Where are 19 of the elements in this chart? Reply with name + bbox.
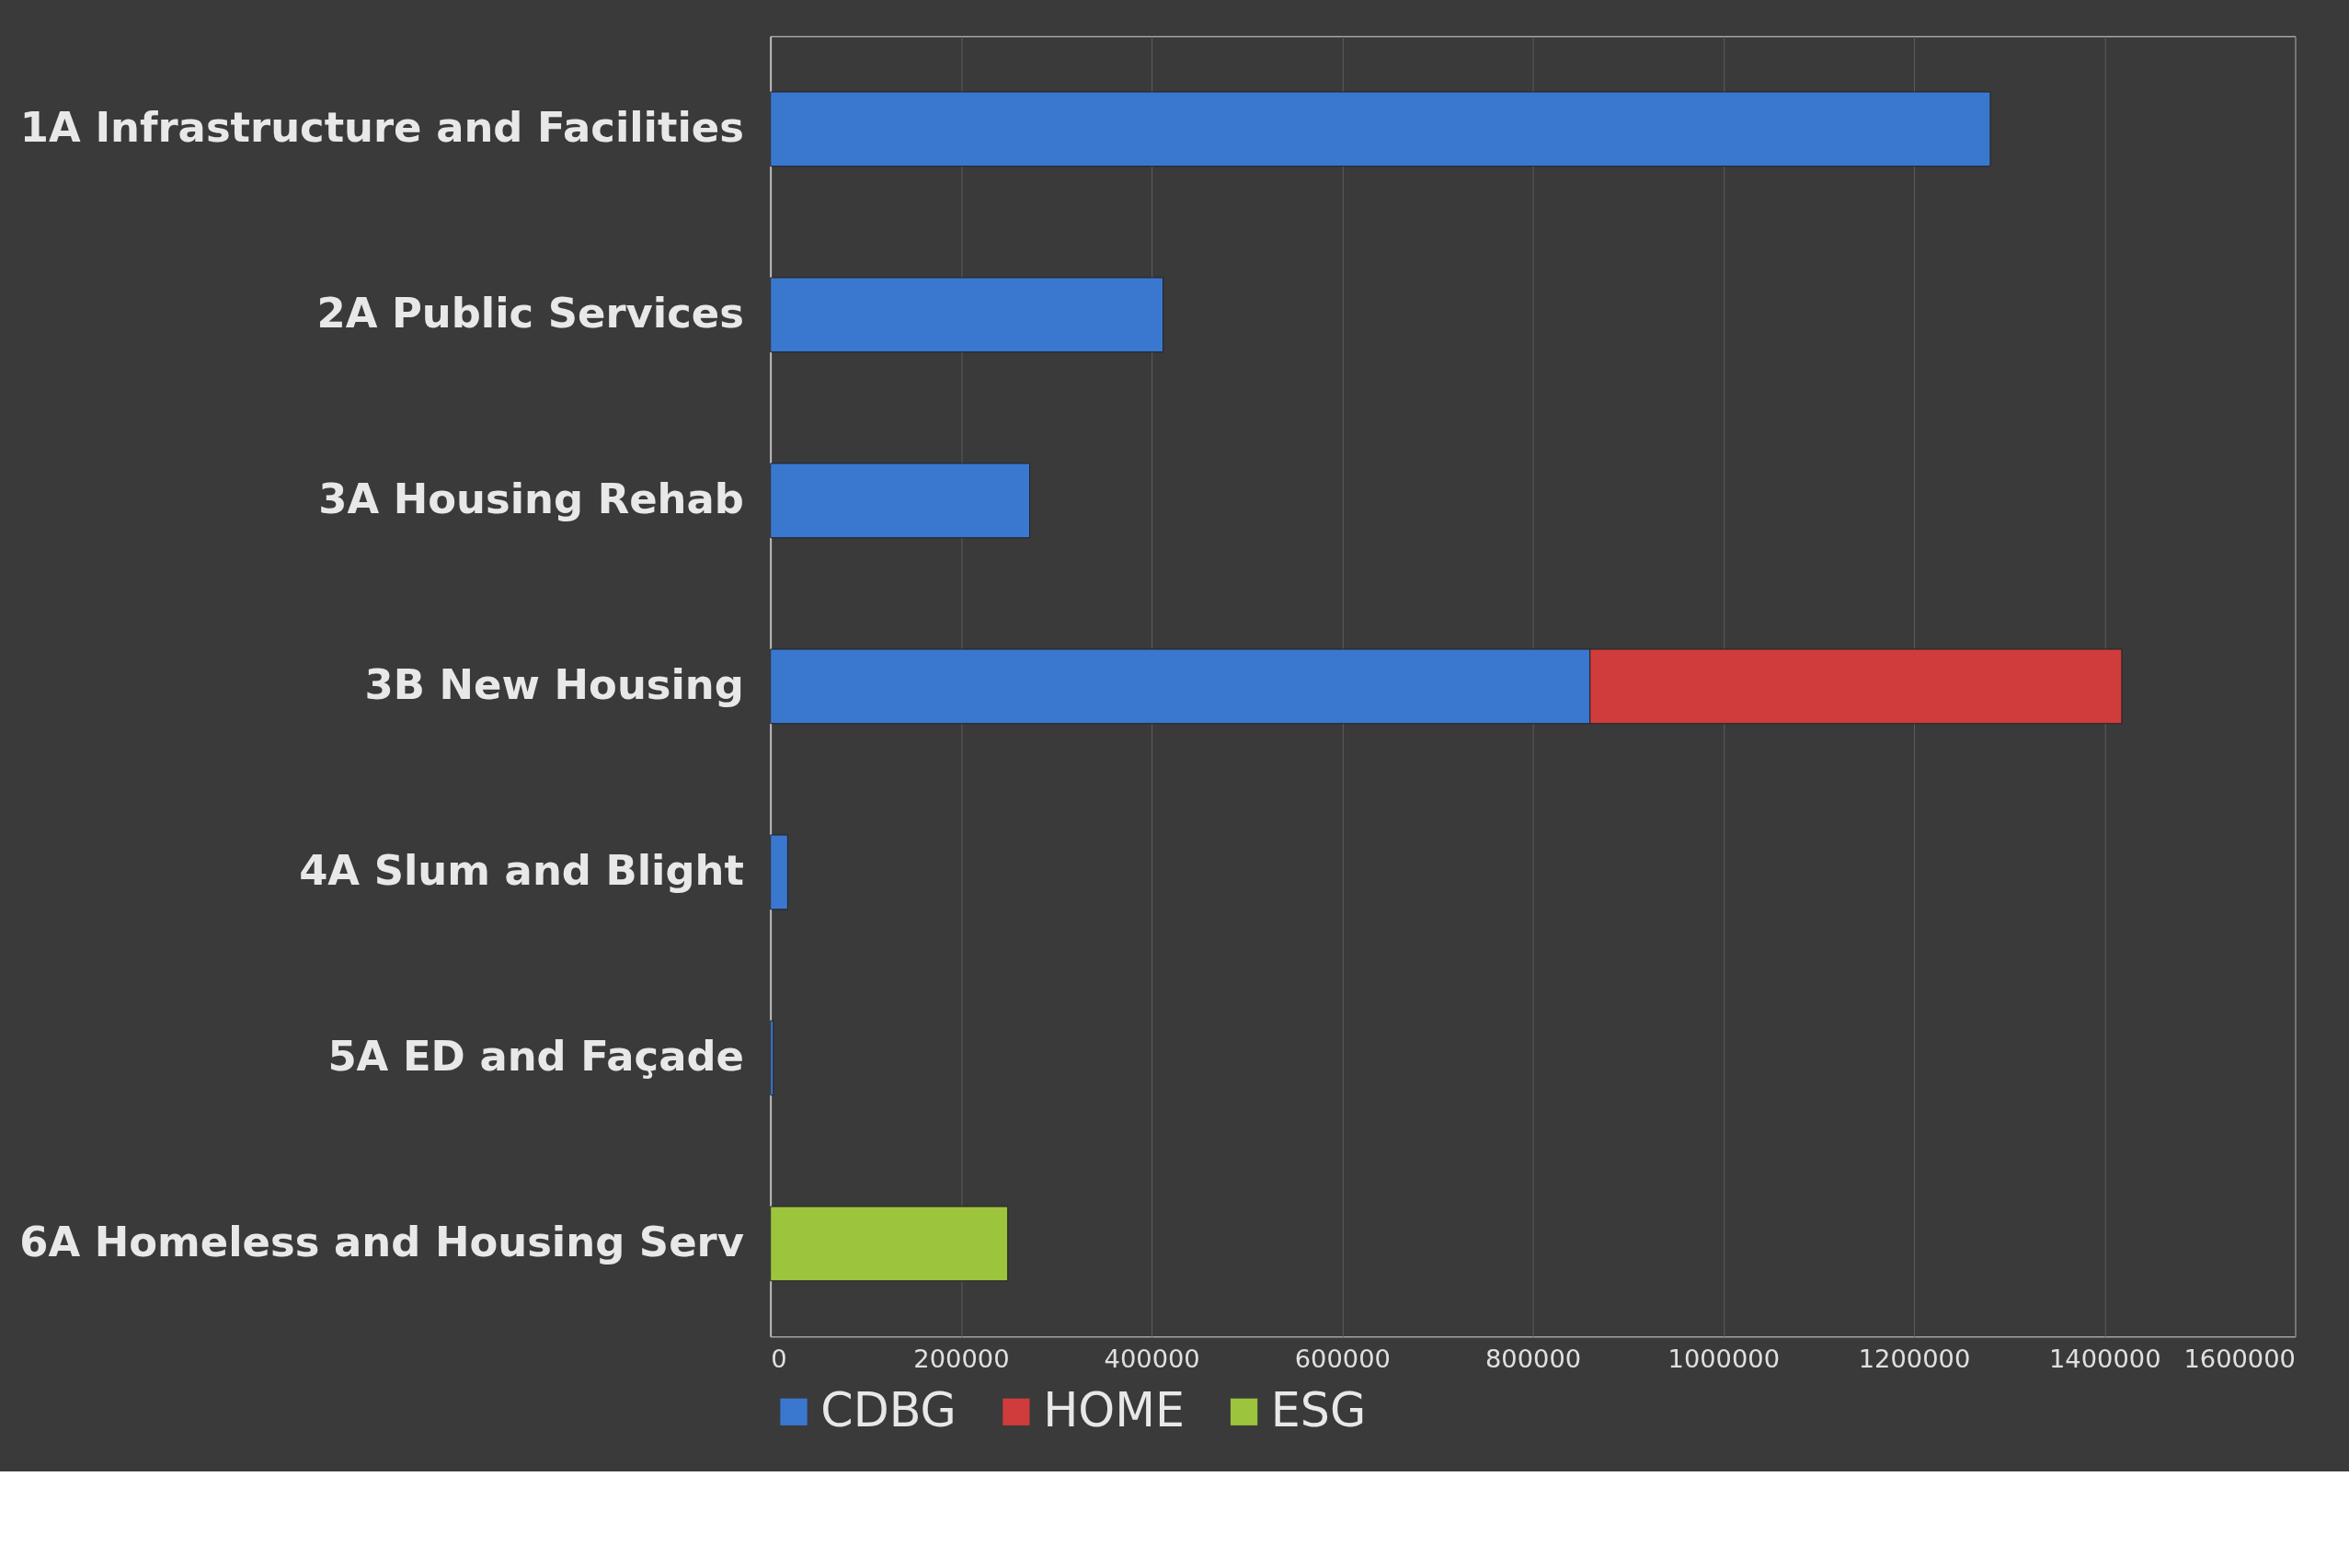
x-tick-label: 200000	[913, 1345, 1010, 1374]
x-tick-label: 400000	[1104, 1345, 1200, 1374]
x-tick-label: 1600000	[2183, 1345, 2296, 1374]
x-tick-label: 800000	[1484, 1345, 1582, 1374]
legend-label: HOME	[1043, 1382, 1185, 1437]
x-tick-label: 600000	[1294, 1345, 1391, 1374]
x-tick-label: 1000000	[1667, 1345, 1781, 1374]
y-tick-label: 5A ED and Façade	[327, 1032, 744, 1082]
y-tick-label: 1A Infrastructure and Facilities	[19, 103, 744, 153]
y-tick-label: 2A Public Services	[316, 289, 744, 338]
y-tick-label: 3B New Housing	[364, 660, 744, 710]
y-tick-label: 4A Slum and Blight	[299, 846, 744, 896]
x-tick-label: 1200000	[1858, 1345, 1971, 1374]
legend-label: ESG	[1270, 1382, 1367, 1437]
x-tick-label: 1400000	[2048, 1345, 2161, 1374]
y-tick-label: 6A Homeless and Housing Serv	[19, 1218, 744, 1267]
x-tick-label: 0	[771, 1345, 787, 1374]
legend-label: CDBG	[820, 1382, 957, 1437]
y-tick-label: 3A Housing Rehab	[318, 475, 744, 524]
